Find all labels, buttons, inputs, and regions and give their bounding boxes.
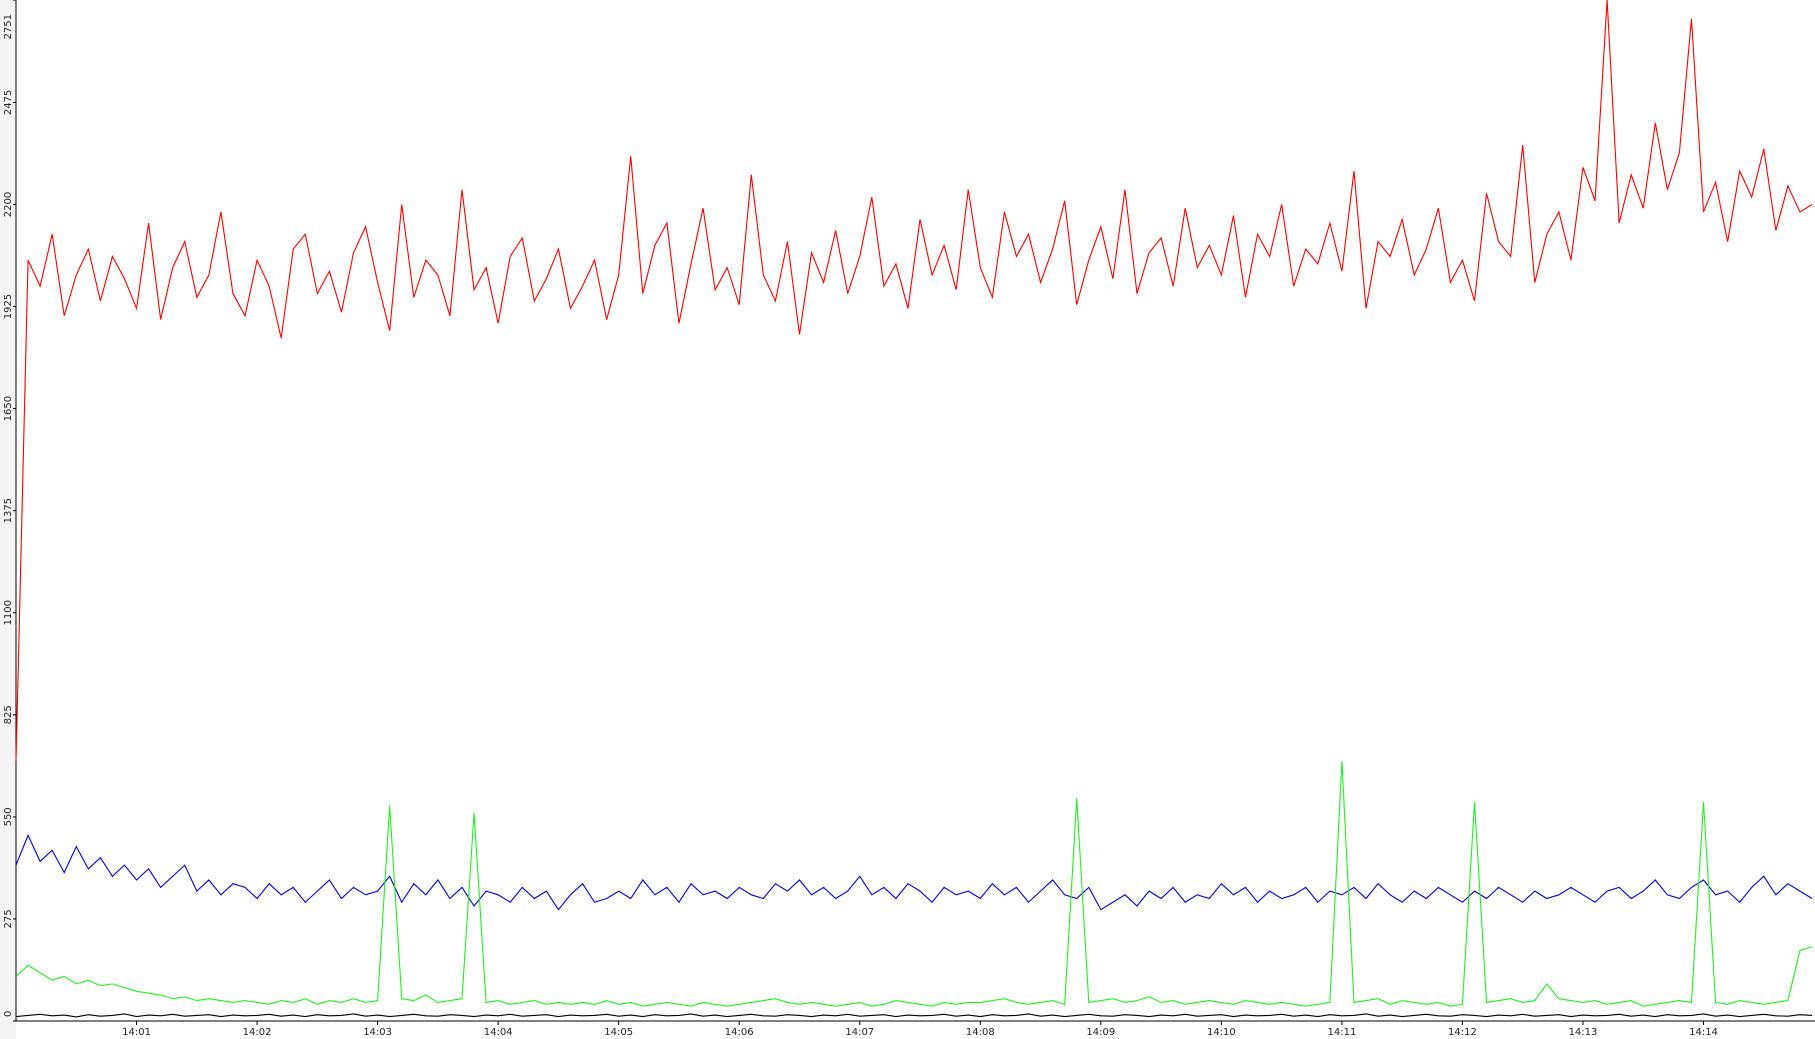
y-tick-label: 2751 <box>3 14 14 39</box>
y-tick-label: 1100 <box>3 600 14 625</box>
series-line <box>15 1013 1813 1018</box>
x-tick-label: 14:01 <box>122 1027 151 1038</box>
y-tick-label: 1650 <box>3 396 14 421</box>
y-axis-strip <box>0 0 16 1039</box>
x-tick-label: 14:07 <box>845 1027 874 1038</box>
y-tick-label: 0 <box>3 1011 14 1017</box>
y-tick-label: 275 <box>3 909 14 928</box>
y-tick-label: 1375 <box>3 498 14 523</box>
x-tick-label: 14:02 <box>243 1027 272 1038</box>
x-tick-label: 14:14 <box>1689 1027 1718 1038</box>
x-tick-label: 14:11 <box>1327 1027 1356 1038</box>
y-tick-label: 2200 <box>3 192 14 217</box>
x-tick-label: 14:04 <box>484 1027 513 1038</box>
y-tick-label: 2475 <box>3 90 14 115</box>
x-tick-label: 14:09 <box>1086 1027 1115 1038</box>
y-tick-label: 825 <box>3 705 14 724</box>
x-tick-label: 14:05 <box>604 1027 633 1038</box>
x-tick-label: 14:10 <box>1207 1027 1236 1038</box>
x-tick-label: 14:12 <box>1448 1027 1477 1038</box>
series-line <box>15 761 1813 1007</box>
x-tick-label: 14:13 <box>1569 1027 1598 1038</box>
y-tick-label: 1925 <box>3 294 14 319</box>
series-line <box>15 834 1813 911</box>
series-line <box>15 0 1813 762</box>
x-tick-label: 14:03 <box>363 1027 392 1038</box>
x-tick-label: 14:06 <box>725 1027 754 1038</box>
y-tick-label: 550 <box>3 807 14 826</box>
x-tick-label: 14:08 <box>966 1027 995 1038</box>
